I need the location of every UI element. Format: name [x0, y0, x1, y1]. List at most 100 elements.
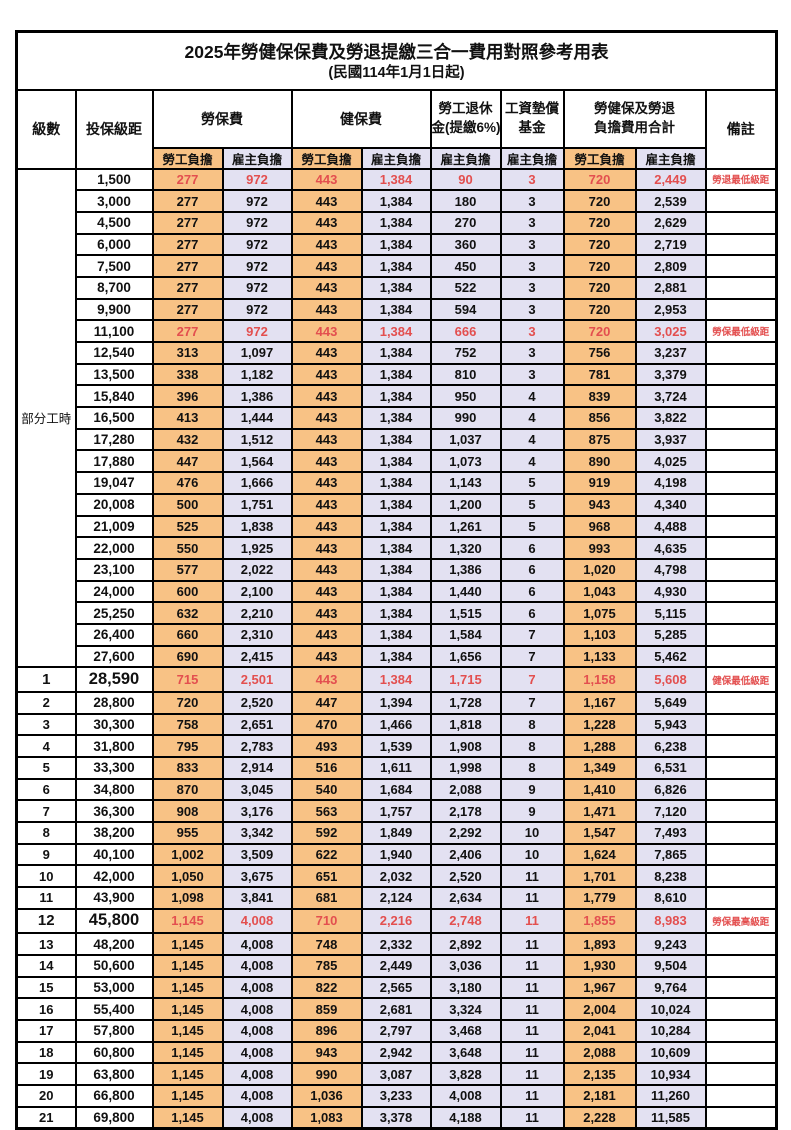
cell-total-employer: 3,379 [634, 362, 707, 387]
cell-fund-employer: 3 [499, 362, 565, 387]
cell-fund-employer: 11 [499, 1105, 565, 1130]
subheader-total-employer: 雇主負擔 [634, 146, 707, 170]
cell-labor-employee: 690 [151, 644, 224, 669]
cell-health-employee: 443 [290, 427, 363, 452]
cell-health-employee: 651 [290, 864, 363, 888]
cell-pension-employer: 522 [429, 275, 502, 300]
table-row: 2 28,800 720 2,520 447 1,394 1,728 7 1,167 5,649 [15, 690, 778, 715]
cell-health-employer: 1,384 [360, 449, 432, 474]
cell-pension-employer: 3,324 [429, 997, 502, 1021]
cell-level: 12 [15, 907, 77, 935]
subheader-health-employer: 雇主負擔 [360, 146, 432, 170]
cell-fund-employer: 4 [499, 427, 565, 452]
cell-labor-employer: 3,675 [221, 864, 293, 888]
cell-labor-employer: 1,386 [221, 384, 293, 409]
cell-labor-employee: 277 [151, 319, 224, 343]
cell-bracket: 17,280 [74, 427, 154, 452]
cell-bracket: 9,900 [74, 297, 154, 322]
cell-health-employee: 443 [290, 449, 363, 474]
cell-bracket: 11,100 [74, 319, 154, 343]
cell-total-employer: 2,953 [634, 297, 707, 322]
cell-pension-employer: 2,748 [429, 907, 502, 935]
table-row: 22,000 550 1,925 443 1,384 1,320 6 993 4,635 [17, 536, 778, 560]
cell-note [704, 492, 778, 517]
cell-labor-employer: 4,008 [221, 932, 293, 956]
cell-labor-employer: 4,008 [221, 953, 293, 978]
header-pension-line1: 勞工退休 [438, 100, 493, 116]
cell-total-employer: 9,504 [634, 953, 707, 978]
cell-bracket: 16,500 [74, 406, 154, 430]
cell-health-employee: 443 [290, 341, 363, 365]
cell-health-employer: 1,384 [360, 471, 432, 495]
cell-fund-employer: 6 [499, 601, 565, 625]
cell-pension-employer: 752 [429, 341, 502, 365]
cell-health-employee: 710 [290, 907, 363, 935]
cell-total-employee: 756 [562, 341, 637, 365]
cell-total-employee: 2,041 [562, 1018, 637, 1043]
cell-bracket: 40,100 [74, 842, 154, 867]
cell-fund-employer: 11 [499, 932, 565, 956]
cell-health-employer: 2,124 [360, 886, 432, 910]
cell-note [704, 254, 778, 278]
cell-fund-employer: 10 [499, 820, 565, 845]
cell-health-employee: 443 [290, 362, 363, 387]
cell-health-employee: 681 [290, 886, 363, 910]
table-row: 11 43,900 1,098 3,841 681 2,124 2,634 11 1,779 8,… [15, 886, 778, 910]
cell-pension-employer: 2,634 [429, 886, 502, 910]
cell-total-employer: 9,243 [634, 932, 707, 956]
cell-fund-employer: 8 [499, 755, 565, 780]
cell-total-employee: 1,288 [562, 734, 637, 758]
cell-labor-employer: 1,097 [221, 341, 293, 365]
cell-fund-employer: 11 [499, 1040, 565, 1065]
cell-health-employer: 1,384 [360, 167, 432, 192]
cell-labor-employer: 972 [221, 319, 293, 343]
subheader-fund-employer: 雇主負擔 [499, 146, 565, 170]
cell-health-employer: 1,384 [360, 536, 432, 560]
cell-total-employer: 3,724 [634, 384, 707, 409]
cell-health-employer: 1,384 [360, 644, 432, 669]
cell-health-employer: 3,087 [360, 1062, 432, 1086]
cell-health-employer: 3,378 [360, 1105, 432, 1130]
cell-health-employer: 1,384 [360, 622, 432, 647]
cell-level: 7 [15, 799, 77, 823]
cell-total-employee: 839 [562, 384, 637, 409]
cell-level: 17 [15, 1018, 77, 1043]
cell-labor-employer: 2,415 [221, 644, 293, 669]
cell-pension-employer: 666 [429, 319, 502, 343]
cell-health-employee: 443 [290, 471, 363, 495]
cell-total-employee: 1,167 [562, 690, 637, 715]
cell-labor-employee: 833 [151, 755, 224, 780]
cell-pension-employer: 2,292 [429, 820, 502, 845]
header-labor-insurance: 勞保費 [151, 88, 293, 149]
cell-health-employer: 1,684 [360, 777, 432, 802]
cell-fund-employer: 3 [499, 297, 565, 322]
table-row: 17,880 447 1,564 443 1,384 1,073 4 890 4,025 [17, 449, 778, 474]
cell-total-employee: 943 [562, 492, 637, 517]
header-row-shares: 勞工負擔 雇主負擔 勞工負擔 雇主負擔 雇主負擔 雇主負擔 勞工負擔 雇主負擔 [17, 146, 777, 170]
cell-health-employer: 1,384 [360, 341, 432, 365]
cell-total-employee: 720 [562, 297, 637, 322]
cell-labor-employer: 4,008 [221, 1062, 293, 1086]
cell-fund-employer: 8 [499, 712, 565, 737]
cell-health-employer: 1,384 [360, 406, 432, 430]
table-row: 23,100 577 2,022 443 1,384 1,386 6 1,020 4,798 [17, 557, 778, 582]
cell-bracket: 30,300 [74, 712, 154, 737]
cell-bracket: 22,000 [74, 536, 154, 560]
cell-total-employee: 2,088 [562, 1040, 637, 1065]
cell-level: 13 [15, 932, 77, 956]
cell-fund-employer: 11 [499, 864, 565, 888]
cell-health-employer: 1,394 [360, 690, 432, 715]
cell-pension-employer: 90 [429, 167, 502, 192]
cell-level: 4 [15, 734, 77, 758]
cell-bracket: 21,009 [74, 514, 154, 539]
cell-total-employer: 4,025 [634, 449, 707, 474]
table-row: 15 53,000 1,145 4,008 822 2,565 3,180 11 1,967 9,… [15, 975, 778, 1000]
cell-fund-employer: 9 [499, 777, 565, 802]
cell-note [704, 514, 778, 539]
cell-labor-employer: 972 [221, 167, 293, 192]
cell-fund-employer: 4 [499, 449, 565, 474]
cell-labor-employee: 795 [151, 734, 224, 758]
cell-bracket: 15,840 [74, 384, 154, 409]
table-row: 17,280 432 1,512 443 1,384 1,037 4 875 3,937 [17, 427, 778, 452]
cell-labor-employer: 4,008 [221, 1018, 293, 1043]
